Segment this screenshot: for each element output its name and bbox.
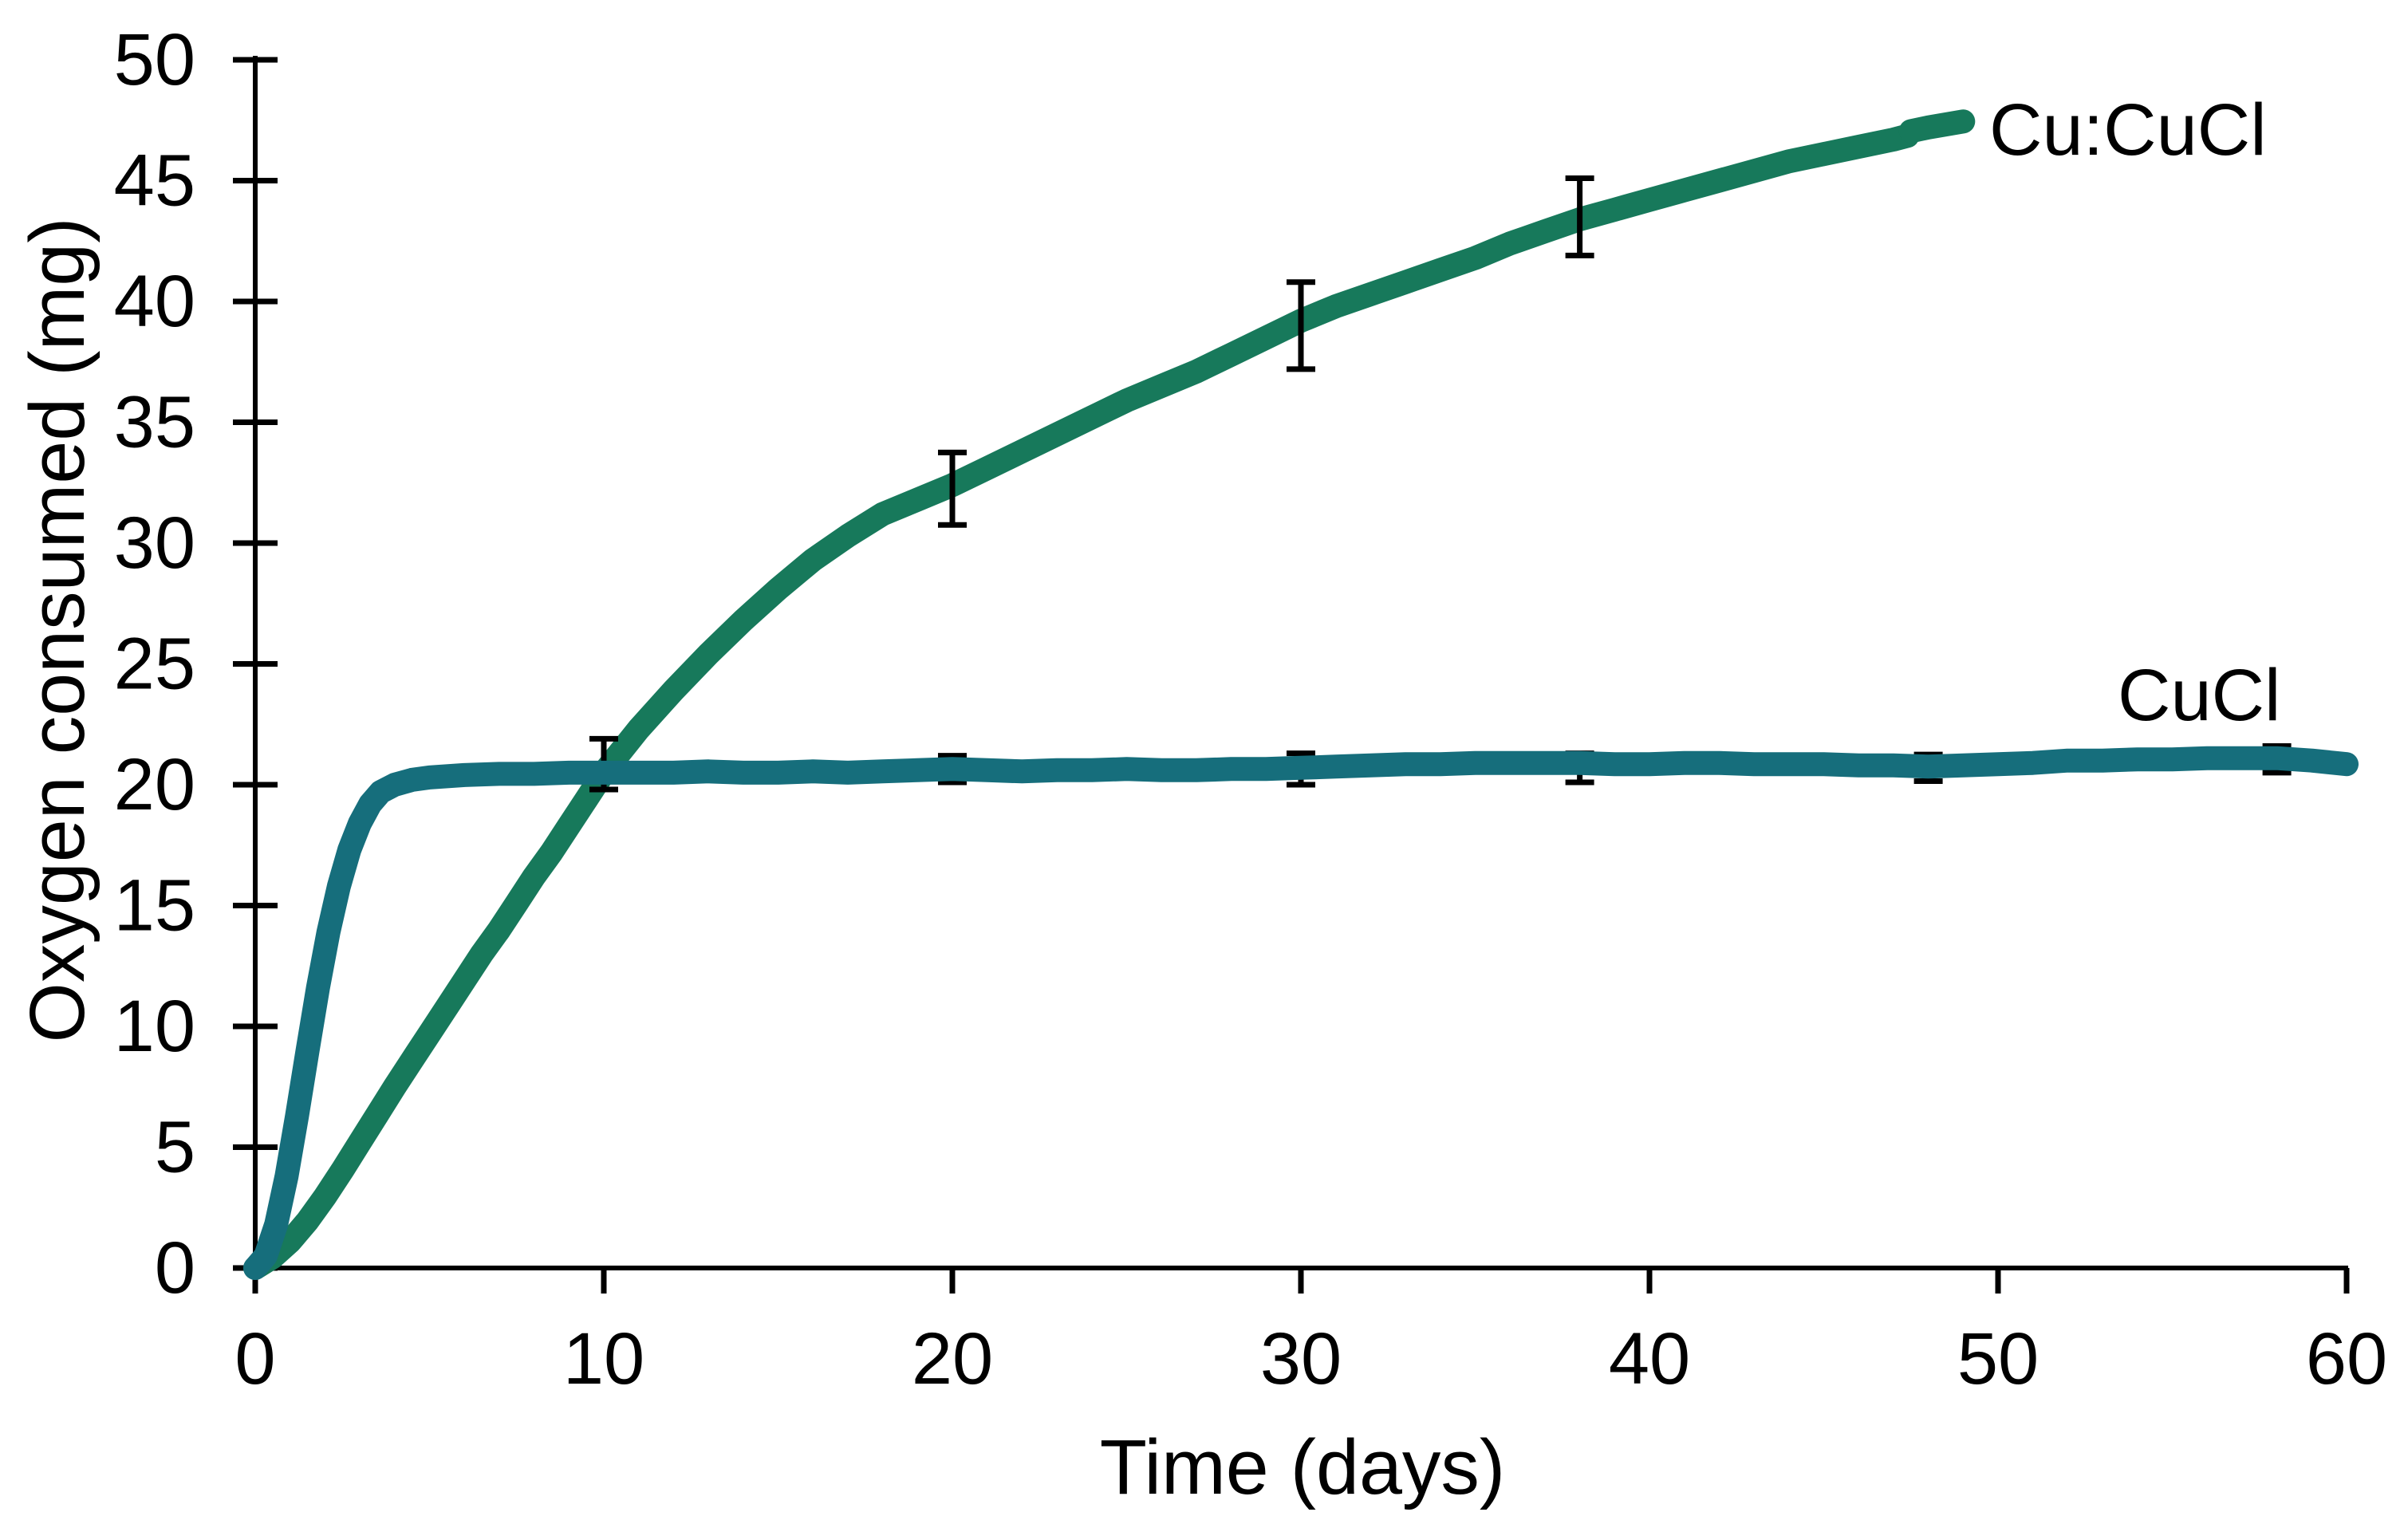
cu-cucl-curve [243,124,1920,1280]
y-tick-label: 25 [114,624,195,705]
x-tick-label: 50 [1957,1318,2039,1400]
x-tick-label: 40 [1609,1318,1690,1400]
x-tick-label: 10 [563,1318,644,1400]
y-tick-label: 10 [114,986,195,1067]
y-tick-label: 30 [114,502,195,584]
y-tick-label: 45 [114,140,195,222]
cu-cucl-curve-end-dash [1898,109,1976,144]
y-tick-label: 40 [114,261,195,342]
cucl-curve [243,746,2359,1280]
y-tick-label: 20 [114,744,195,825]
x-axis-title: Time (days) [1100,1424,1505,1510]
x-tick-label: 60 [2306,1318,2387,1400]
series-label-cucl: CuCl [2118,655,2280,736]
cu-cucl-error-bars [589,175,1594,793]
y-tick-label: 5 [155,1107,195,1188]
x-tick-label: 0 [234,1318,275,1400]
y-tick-label: 0 [155,1227,195,1309]
series-label-cu-cucl: Cu:CuCl [1989,89,2267,171]
y-tick-label: 35 [114,382,195,463]
axes-layer: 0 5 10 15 20 25 30 35 40 45 50 0 10 20 30 40 50 60 [114,19,2388,1400]
x-tick-label: 20 [912,1318,993,1400]
x-tick-label: 30 [1260,1318,1342,1400]
y-axis-title: Oxygen consumed (mg) [14,217,100,1042]
series-layer [243,109,2359,1280]
y-tick-label: 50 [114,19,195,100]
y-tick-label: 15 [114,865,195,947]
